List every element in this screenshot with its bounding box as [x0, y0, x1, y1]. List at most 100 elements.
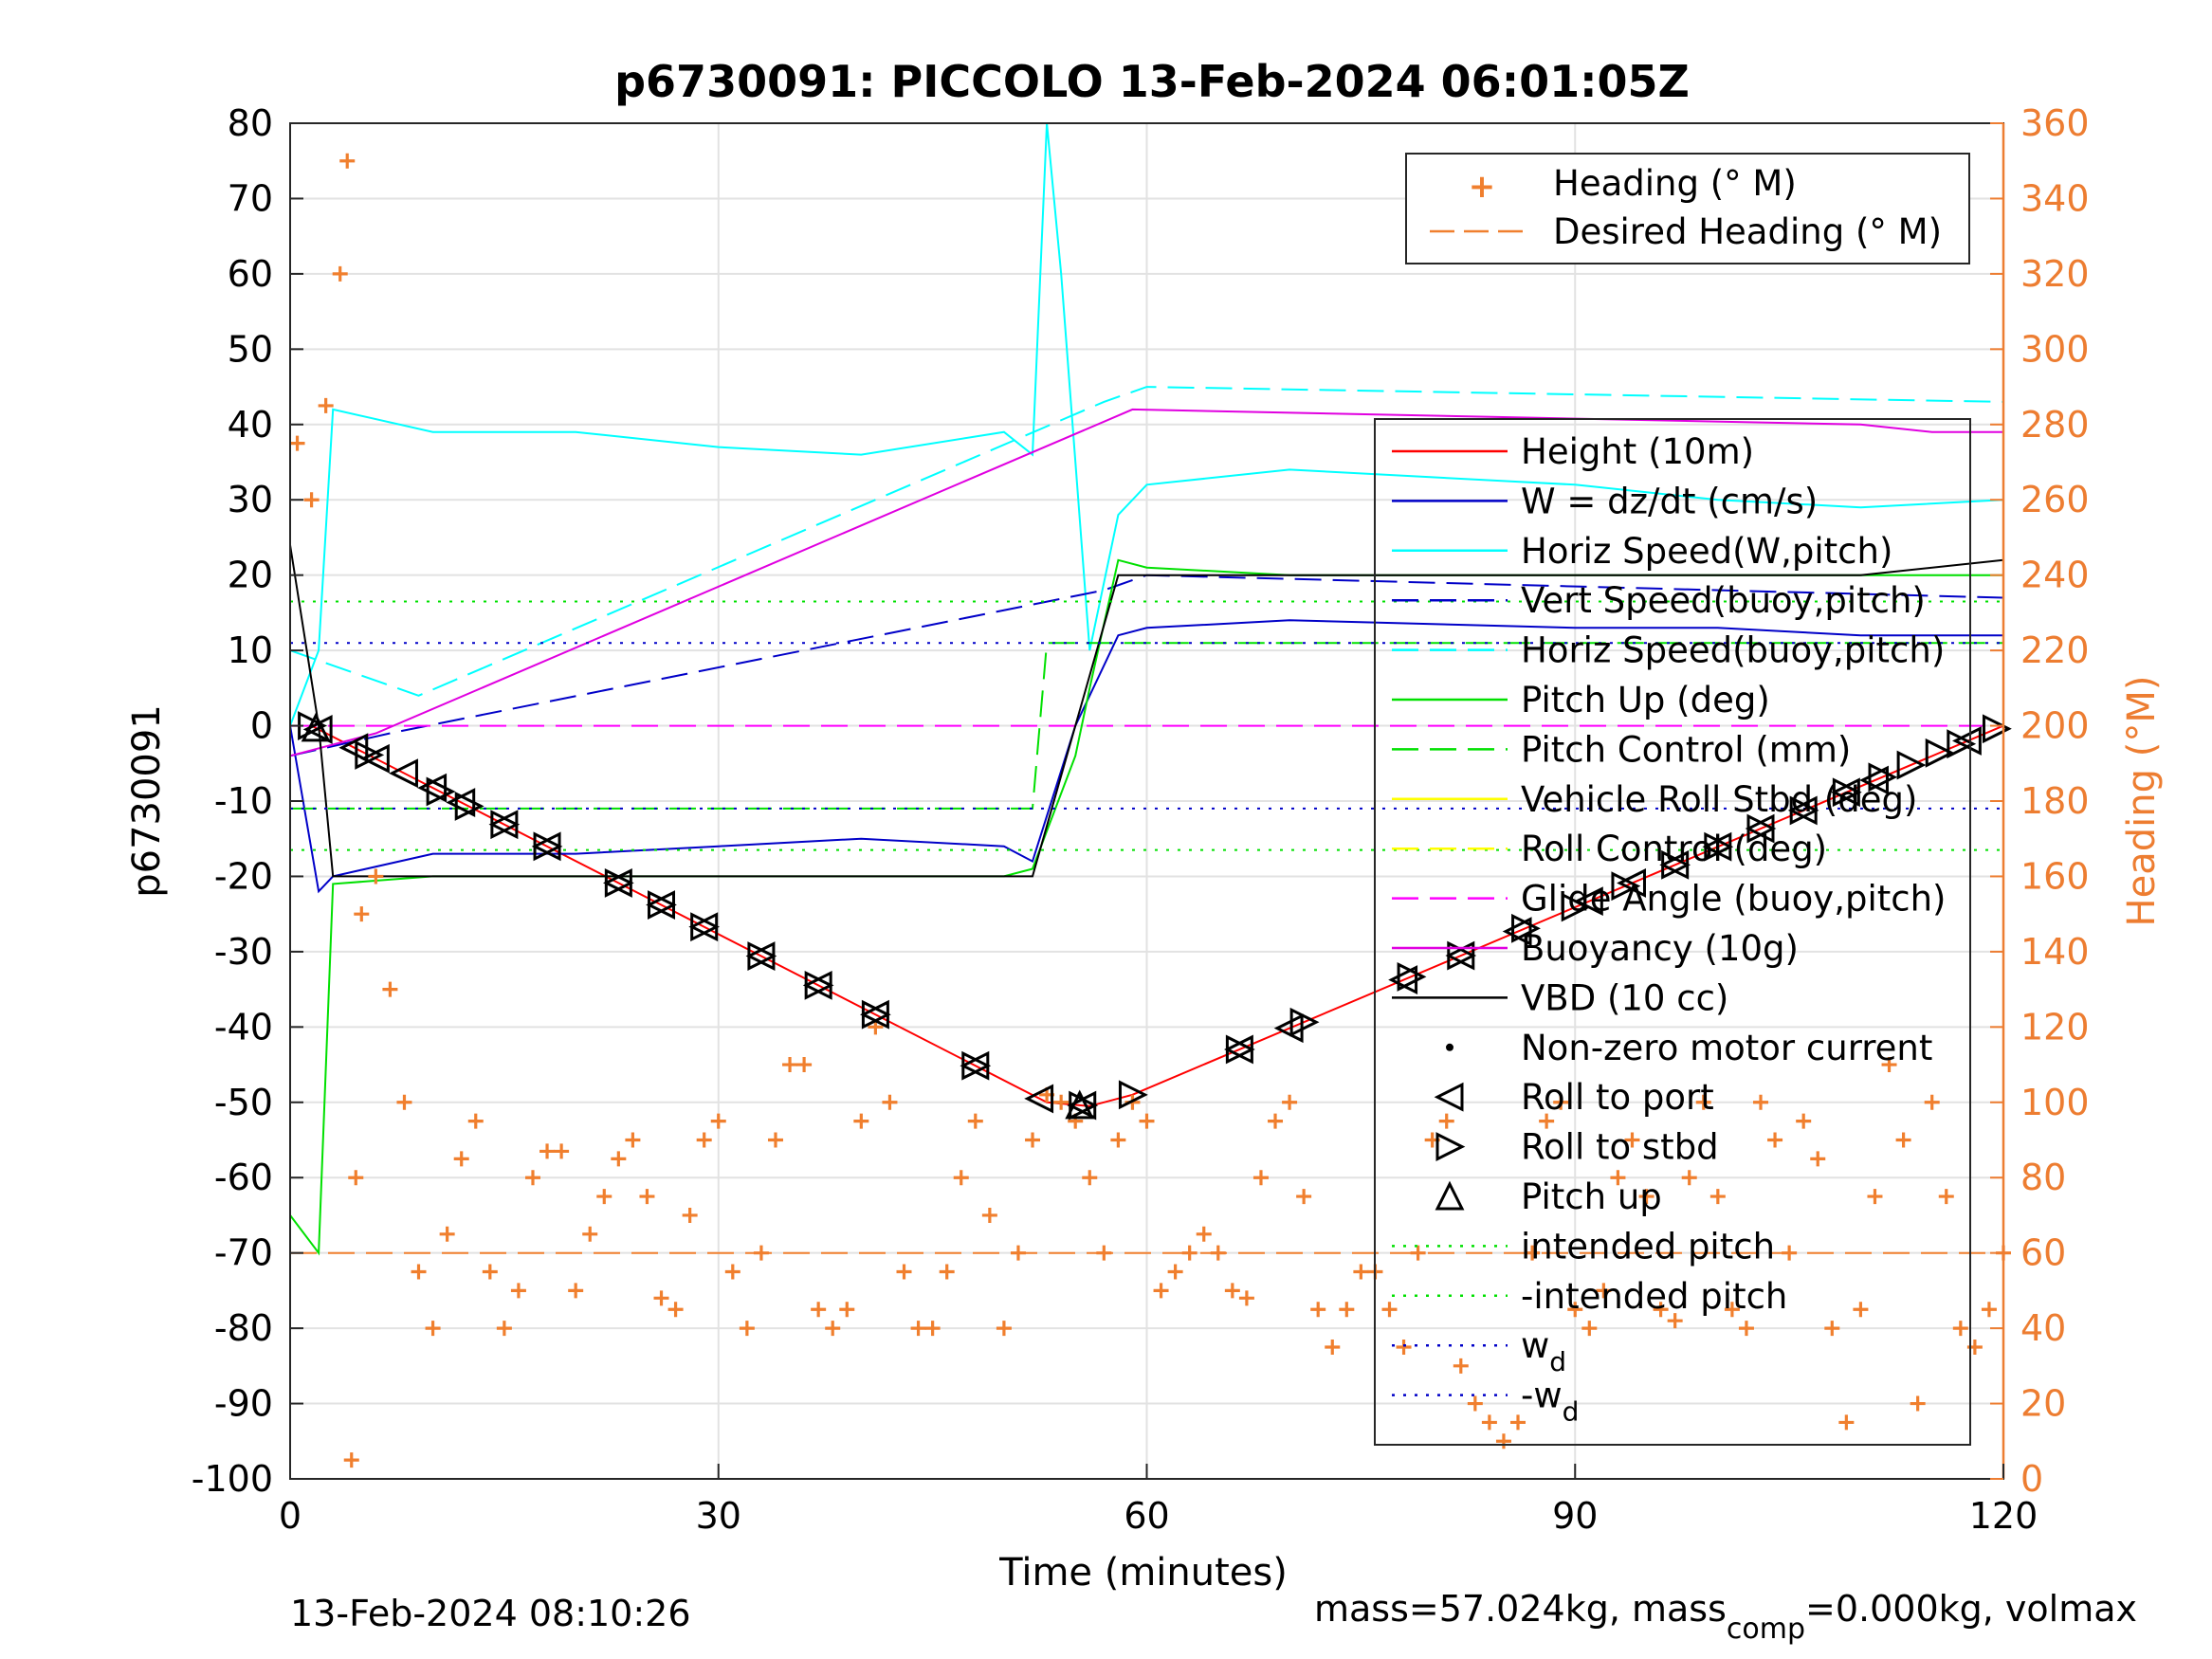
- legend-desired-heading-label: Desired Heading (° M): [1553, 211, 1942, 252]
- series-line-pitch-control-mm: [290, 642, 2003, 810]
- roll-to-stbd-marker: [1561, 892, 1591, 922]
- x-tick-label: 0: [279, 1495, 302, 1537]
- heading-point: [625, 1132, 641, 1148]
- legend-label: Glide Angle (buoy,pitch): [1521, 879, 1946, 920]
- roll-to-stbd-marker: [747, 941, 777, 971]
- heading-point: [1952, 1321, 1968, 1337]
- legend-heading-label: Heading (° M): [1553, 163, 1797, 204]
- y-tick-label-left: 70: [228, 177, 273, 219]
- heading-point: [1510, 1414, 1526, 1431]
- heading-point: [1638, 1189, 1654, 1205]
- footer-mass-text: mass=57.024kg, mass: [1314, 1588, 1727, 1630]
- heading-point: [439, 1226, 455, 1242]
- pitch-up-marker: [1065, 1089, 1095, 1120]
- heading-point: [1453, 1358, 1469, 1374]
- heading-point: [1681, 1170, 1697, 1186]
- heading-point: [939, 1264, 955, 1280]
- heading-point: [1938, 1189, 1954, 1205]
- legend-label: Roll to port: [1521, 1077, 1714, 1118]
- heading-point: [825, 1321, 841, 1337]
- heading-point: [339, 153, 356, 169]
- legend-label: Horiz Speed(W,pitch): [1521, 531, 1892, 572]
- heading-point: [782, 1057, 798, 1073]
- y-tick-label-right: 280: [2020, 404, 2090, 446]
- legend-label: -wd: [1521, 1376, 1579, 1428]
- footer-mass: mass=57.024kg, masscomp=0.000kg, volmax: [1314, 1588, 2137, 1646]
- heading-point: [1167, 1264, 1183, 1280]
- heading-point: [910, 1321, 926, 1337]
- heading-point: [739, 1321, 755, 1337]
- legend-label: wd: [1521, 1325, 1566, 1377]
- heading-point: [811, 1302, 827, 1318]
- roll-to-stbd-marker: [1868, 762, 1898, 793]
- heading-point: [1410, 1245, 1426, 1261]
- roll-to-stbd-marker: [1947, 729, 1977, 759]
- heading-point: [1824, 1321, 1840, 1337]
- heading-point: [1624, 1132, 1640, 1148]
- y-tick-label-left: 30: [228, 479, 273, 520]
- heading-point: [882, 1094, 898, 1110]
- heading-point: [1210, 1245, 1226, 1261]
- y-tick-label-left: -80: [214, 1307, 273, 1349]
- heading-point: [1924, 1094, 1940, 1110]
- footer-timestamp: 13-Feb-2024 08:10:26: [290, 1593, 691, 1634]
- heading-point: [682, 1207, 698, 1223]
- heading-point: [853, 1113, 869, 1129]
- roll-to-stbd-marker: [690, 912, 721, 942]
- y-tick-label-right: 220: [2020, 629, 2090, 671]
- series-line-vert-speed-buoy-pitch: [289, 574, 2004, 757]
- legend-label: Pitch up: [1521, 1176, 1662, 1217]
- roll-to-stbd-marker: [604, 867, 634, 898]
- heading-point: [1153, 1283, 1169, 1299]
- y-tick-label-right: 300: [2020, 328, 2090, 370]
- legend-label: Vert Speed(buoy,pitch): [1521, 580, 1926, 621]
- legend-label-text: Roll Control (deg): [1521, 829, 1827, 869]
- heading-point: [343, 1452, 359, 1468]
- y-axis-label-left: p6730091: [125, 704, 169, 898]
- roll-to-stbd-marker: [1289, 1007, 1320, 1037]
- legend-label-text: Glide Angle (buoy,pitch): [1521, 879, 1946, 920]
- heading-point: [1396, 1339, 1412, 1355]
- roll-to-stbd-marker: [1789, 795, 1819, 826]
- legend-label: W = dz/dt (cm/s): [1521, 481, 1818, 521]
- footer-mass-sub: comp: [1727, 1613, 1805, 1646]
- y-axis-label-right: Heading (°M): [2120, 676, 2164, 927]
- heading-point: [1567, 1302, 1583, 1318]
- heading-point: [1353, 1264, 1369, 1280]
- legend-label-text: Pitch up: [1521, 1176, 1662, 1217]
- roll-to-stbd-marker: [648, 890, 677, 920]
- series-heading: [289, 153, 2011, 1468]
- legend-swatch-stbd: [1435, 1132, 1466, 1162]
- legend-label: VBD (10 cc): [1521, 977, 1728, 1018]
- heading-point: [1196, 1226, 1212, 1242]
- roll-to-stbd-marker: [1982, 714, 2012, 744]
- heading-point: [1881, 1057, 1897, 1073]
- heading-point: [839, 1302, 855, 1318]
- heading-point: [1653, 1302, 1669, 1318]
- legend-label-subscript: d: [1549, 1346, 1566, 1377]
- legend-label-text: Pitch Up (deg): [1521, 680, 1770, 720]
- y-tick-label-left: 0: [250, 705, 273, 747]
- heading-point: [1810, 1151, 1826, 1167]
- heading-point: [639, 1189, 655, 1205]
- pitch-up-marker: [301, 712, 331, 742]
- heading-point: [611, 1151, 627, 1167]
- roll-to-stbd-marker: [861, 999, 891, 1030]
- legend-label-subscript: d: [1563, 1396, 1580, 1428]
- heading-point: [996, 1321, 1012, 1337]
- y-tick-label-right: 320: [2020, 253, 2090, 295]
- heading-point: [1025, 1132, 1041, 1148]
- heading-point: [796, 1057, 813, 1073]
- legend-swatch-port: [1434, 1082, 1464, 1112]
- series-line-horiz-speed-w-pitch: [289, 122, 2004, 726]
- legend-label-text: VBD (10 cc): [1521, 977, 1728, 1018]
- heading-point: [1853, 1302, 1869, 1318]
- legend-label-text: w: [1521, 1325, 1549, 1366]
- y-tick-label-right: 200: [2020, 705, 2090, 747]
- legend-label-text: W = dz/dt (cm/s): [1521, 481, 1818, 521]
- y-tick-label-right: 140: [2020, 931, 2090, 973]
- roll-to-stbd-marker: [1704, 831, 1734, 862]
- heading-point: [1053, 1094, 1069, 1110]
- heading-point: [1838, 1414, 1855, 1431]
